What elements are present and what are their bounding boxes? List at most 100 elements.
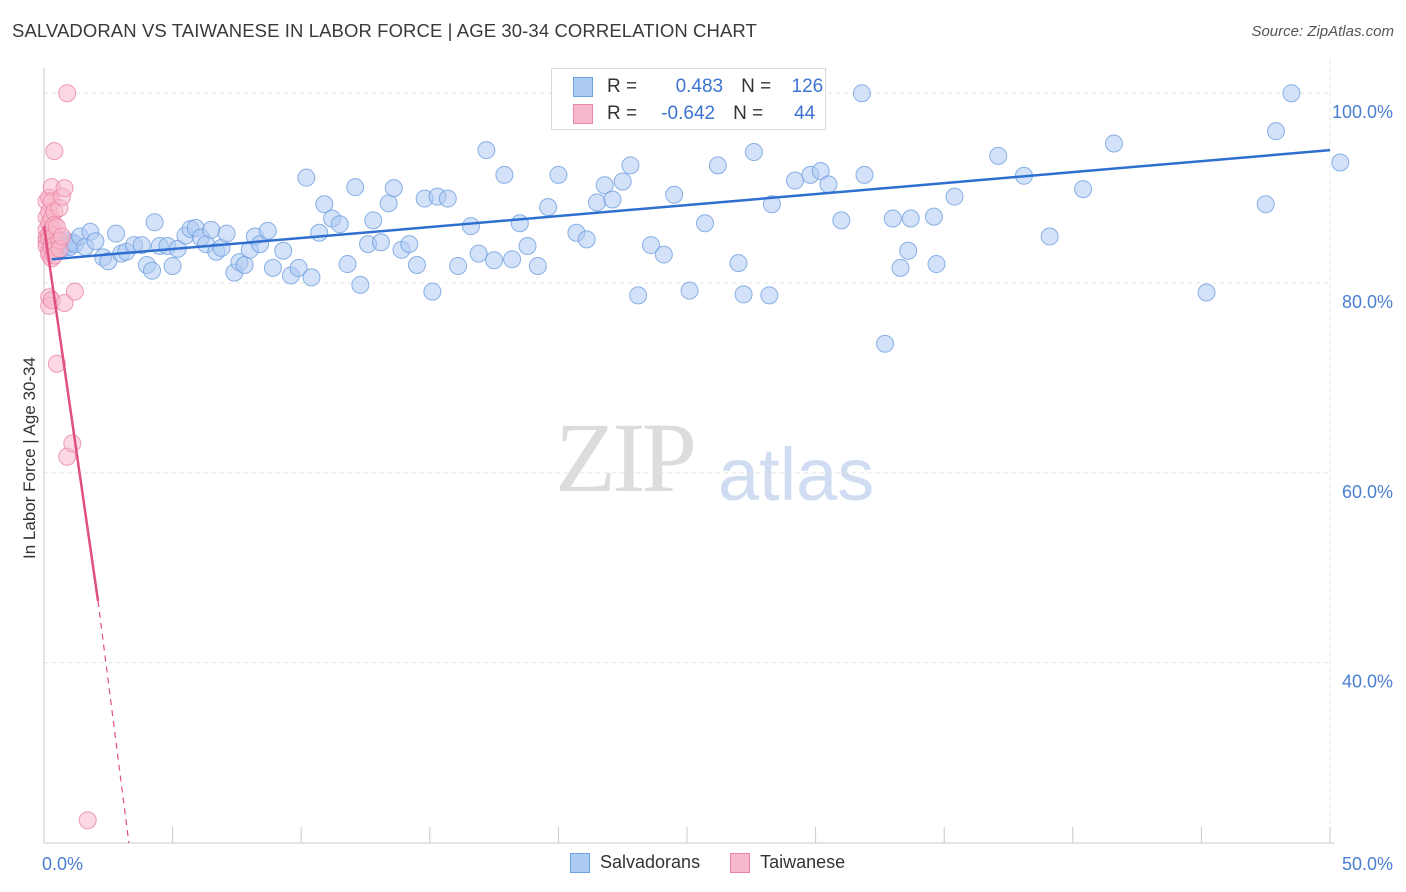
salvadoran-point xyxy=(346,178,365,197)
salvadoran-point xyxy=(696,214,715,233)
salvadoran-point xyxy=(510,214,529,233)
salvadoran-point xyxy=(1256,195,1275,214)
salvadoran-point xyxy=(1104,134,1123,153)
salvadoran-point xyxy=(621,156,640,175)
correlation-legend: R = 0.483 N = 126 R = -0.642 N = 44 xyxy=(551,68,826,130)
series-label-taiwanese: Taiwanese xyxy=(760,852,846,872)
series-legend-salvadorans[interactable]: Salvadorans xyxy=(570,852,700,873)
taiwanese-point xyxy=(53,227,72,246)
salvadoran-point xyxy=(400,235,419,254)
salvadoran-point xyxy=(924,207,943,226)
salvadoran-point xyxy=(338,255,357,274)
y-tick-label: 80.0% xyxy=(1342,292,1393,312)
salvadoran-point xyxy=(503,250,522,269)
labels-layer: 40.0% 60.0% 80.0% 100.0% 0.0% 50.0% xyxy=(42,102,1393,874)
salvadoran-point xyxy=(235,256,254,275)
salvadoran-point xyxy=(315,195,334,214)
salvadoran-point xyxy=(202,220,221,239)
salvadoran-point xyxy=(945,187,964,206)
salvadoran-point xyxy=(786,171,805,190)
taiwanese-point xyxy=(78,811,97,830)
salvadoran-point xyxy=(461,217,480,236)
salvadoran-point xyxy=(310,223,329,242)
salvadoran-point xyxy=(734,285,753,304)
taiwanese-point xyxy=(55,179,74,198)
salvadoran-point xyxy=(145,213,164,232)
taiwanese-point xyxy=(45,142,64,161)
salvadoran-point xyxy=(297,168,316,187)
salvadoran-point xyxy=(351,275,370,294)
points-layer xyxy=(37,84,1350,830)
salvadoran-point xyxy=(680,281,699,300)
salvadoran-point xyxy=(989,146,1008,165)
y-tick-label: 60.0% xyxy=(1342,482,1393,502)
salvadoran-point xyxy=(654,245,673,264)
salvadoran-point xyxy=(1074,180,1093,199)
axis-layer xyxy=(43,68,1334,844)
salvadoran-point xyxy=(217,224,236,243)
legend-row-taiwanese: R = -0.642 N = 44 xyxy=(552,101,815,127)
salvadoran-point xyxy=(518,237,537,256)
salvadoran-point xyxy=(539,198,558,217)
salvadoran-point xyxy=(477,141,496,160)
salvadoran-point xyxy=(1282,84,1301,103)
legend-r-value: -0.642 xyxy=(661,103,716,124)
salvadoran-point xyxy=(883,209,902,228)
x-tick-label: 50.0% xyxy=(1342,854,1393,874)
chart-title: SALVADORAN VS TAIWANESE IN LABOR FORCE |… xyxy=(12,20,757,41)
y-tick-label: 40.0% xyxy=(1342,672,1393,692)
salvadoran-point xyxy=(423,282,442,301)
y-tick-label: 100.0% xyxy=(1332,102,1393,122)
trend-layer xyxy=(42,148,1331,844)
salvadoran-point xyxy=(744,143,763,162)
salvadoran-point xyxy=(528,256,547,275)
salvadoran-point xyxy=(811,162,830,181)
salvadoran-point xyxy=(549,165,568,184)
series-legend: Salvadorans Taiwanese xyxy=(570,852,875,873)
salvadoran-point xyxy=(495,165,514,184)
salvadoran-point xyxy=(577,230,596,249)
salvadoran-point xyxy=(629,286,648,305)
salvadoran-point xyxy=(876,334,895,353)
salvadoran-point xyxy=(163,256,182,275)
salvadoran-point xyxy=(603,190,622,209)
series-legend-taiwanese[interactable]: Taiwanese xyxy=(730,852,845,873)
taiwanese-trend-line xyxy=(42,225,100,602)
salvadoran-point xyxy=(729,254,748,273)
series-swatch-taiwanese xyxy=(730,852,751,873)
legend-swatch-taiwanese xyxy=(573,104,593,124)
salvadoran-point xyxy=(302,268,321,287)
salvadoran-point xyxy=(641,236,660,255)
salvadoran-point xyxy=(407,256,426,275)
salvadoran-point xyxy=(274,241,293,260)
salvadoran-point xyxy=(819,175,838,194)
watermark-zip: ZIP xyxy=(555,402,697,513)
salvadoran-point xyxy=(587,193,606,212)
salvadoran-point xyxy=(132,236,151,255)
salvadoran-point xyxy=(371,233,390,252)
taiwanese-point xyxy=(63,434,82,453)
taiwanese-trend-extension xyxy=(97,600,130,844)
salvadoran-point xyxy=(855,165,874,184)
salvadoran-point xyxy=(901,209,920,228)
salvadoran-point xyxy=(86,232,105,251)
grid-layer xyxy=(44,60,1331,843)
legend-row-salvadorans: R = 0.483 N = 126 xyxy=(552,74,823,100)
watermark-atlas: atlas xyxy=(718,433,875,516)
salvadoran-trend-line xyxy=(51,148,1331,261)
salvadoran-point xyxy=(832,211,851,230)
salvadoran-point xyxy=(1040,227,1059,246)
salvadoran-point xyxy=(927,255,946,274)
taiwanese-point xyxy=(47,354,66,373)
salvadoran-point xyxy=(143,261,162,280)
salvadoran-point xyxy=(251,235,270,254)
salvadoran-point xyxy=(469,244,488,263)
salvadoran-point xyxy=(379,194,398,213)
salvadoran-point xyxy=(438,189,457,208)
legend-n-value: 44 xyxy=(794,103,816,124)
salvadoran-point xyxy=(613,172,632,191)
series-label-salvadorans: Salvadorans xyxy=(600,852,701,872)
legend-swatch-salvadorans xyxy=(573,77,593,97)
salvadoran-point xyxy=(708,156,727,175)
